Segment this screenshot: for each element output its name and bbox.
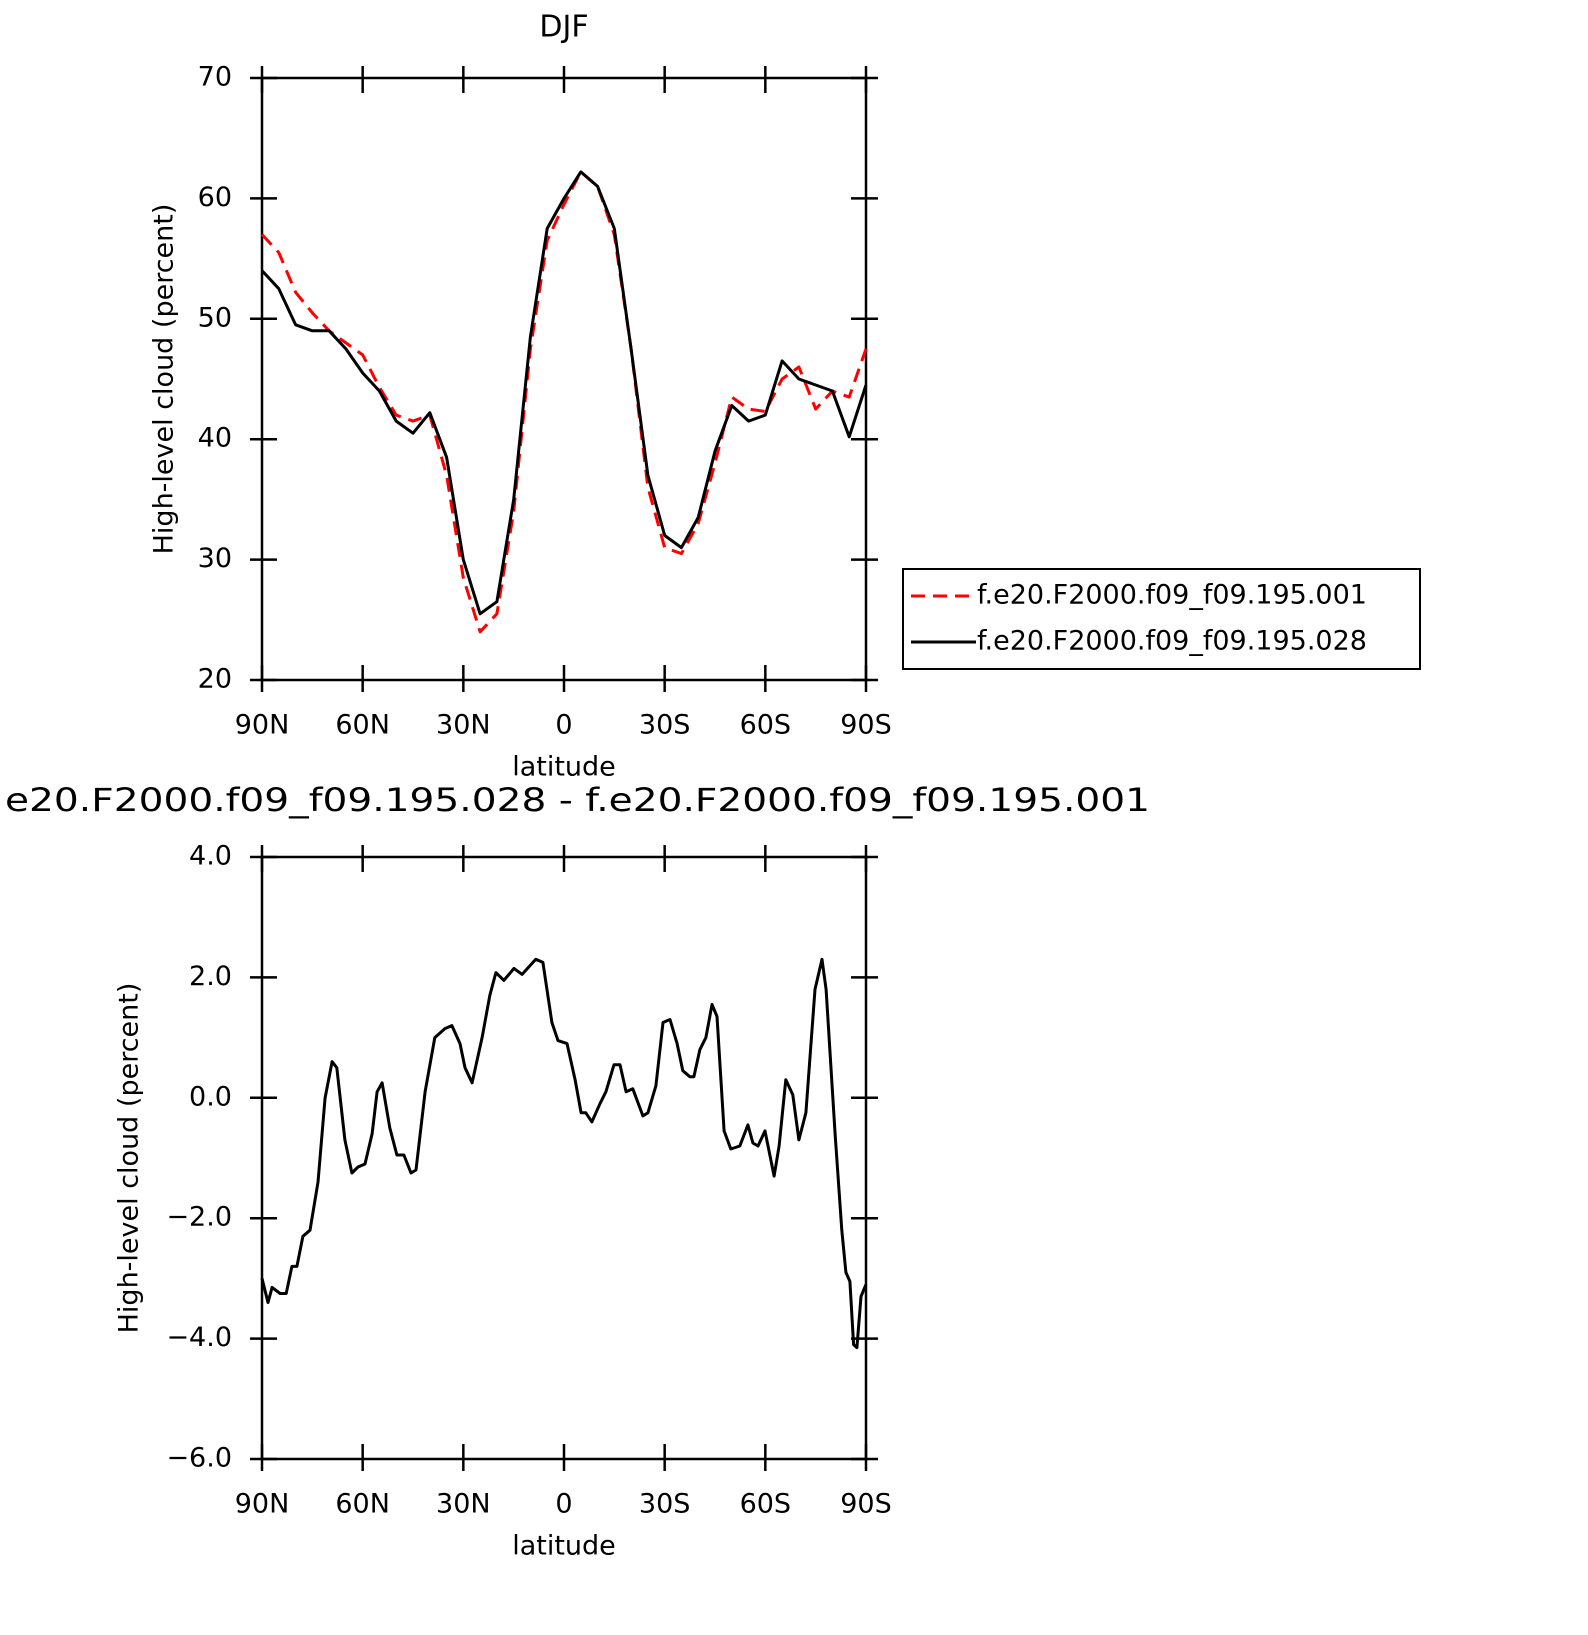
legend-label: f.e20.F2000.f09_f09.195.001: [977, 580, 1367, 611]
y-tick-label: 4.0: [189, 841, 232, 872]
x-tick-label: 90S: [840, 1489, 892, 1520]
y-tick-label: −4.0: [166, 1322, 232, 1353]
y-tick-label: 2.0: [189, 961, 232, 992]
x-tick-label: 30S: [639, 1489, 691, 1520]
x-tick-label: 60S: [740, 710, 792, 741]
y-tick-label: 70: [198, 62, 232, 93]
legend-box: [902, 568, 1421, 670]
y-axis-label: High-level cloud (percent): [149, 204, 180, 555]
x-axis-label: latitude: [512, 1531, 616, 1562]
data-line: [260, 170, 868, 616]
data-line: [260, 170, 868, 634]
y-tick-label: 20: [198, 664, 232, 695]
x-axis-label: latitude: [512, 752, 616, 783]
x-tick-label: 90N: [235, 710, 290, 741]
legend-label: f.e20.F2000.f09_f09.195.028: [977, 626, 1367, 657]
x-tick-label: 60N: [335, 710, 390, 741]
y-tick-label: −2.0: [166, 1202, 232, 1233]
x-tick-label: 60S: [740, 1489, 792, 1520]
plot-frame: [260, 855, 868, 1461]
x-tick-label: 30S: [639, 710, 691, 741]
x-tick-label: 0: [555, 1489, 572, 1520]
x-tick-label: 60N: [335, 1489, 390, 1520]
x-tick-label: 90S: [840, 710, 892, 741]
y-axis-label: High-level cloud (percent): [114, 983, 145, 1334]
x-tick-label: 90N: [235, 1489, 290, 1520]
y-tick-label: 30: [198, 543, 232, 574]
x-tick-label: 30N: [436, 710, 491, 741]
data-line: [260, 957, 868, 1350]
chart-title: e20.F2000.f09_f09.195.028 - f.e20.F2000.…: [5, 781, 1150, 819]
y-tick-label: 40: [198, 423, 232, 454]
y-tick-label: 50: [198, 302, 232, 333]
x-tick-label: 30N: [436, 1489, 491, 1520]
chart-title: DJF: [539, 10, 588, 45]
y-tick-label: 60: [198, 182, 232, 213]
y-tick-label: −6.0: [166, 1443, 232, 1474]
x-tick-label: 0: [555, 710, 572, 741]
y-tick-label: 0.0: [189, 1081, 232, 1112]
